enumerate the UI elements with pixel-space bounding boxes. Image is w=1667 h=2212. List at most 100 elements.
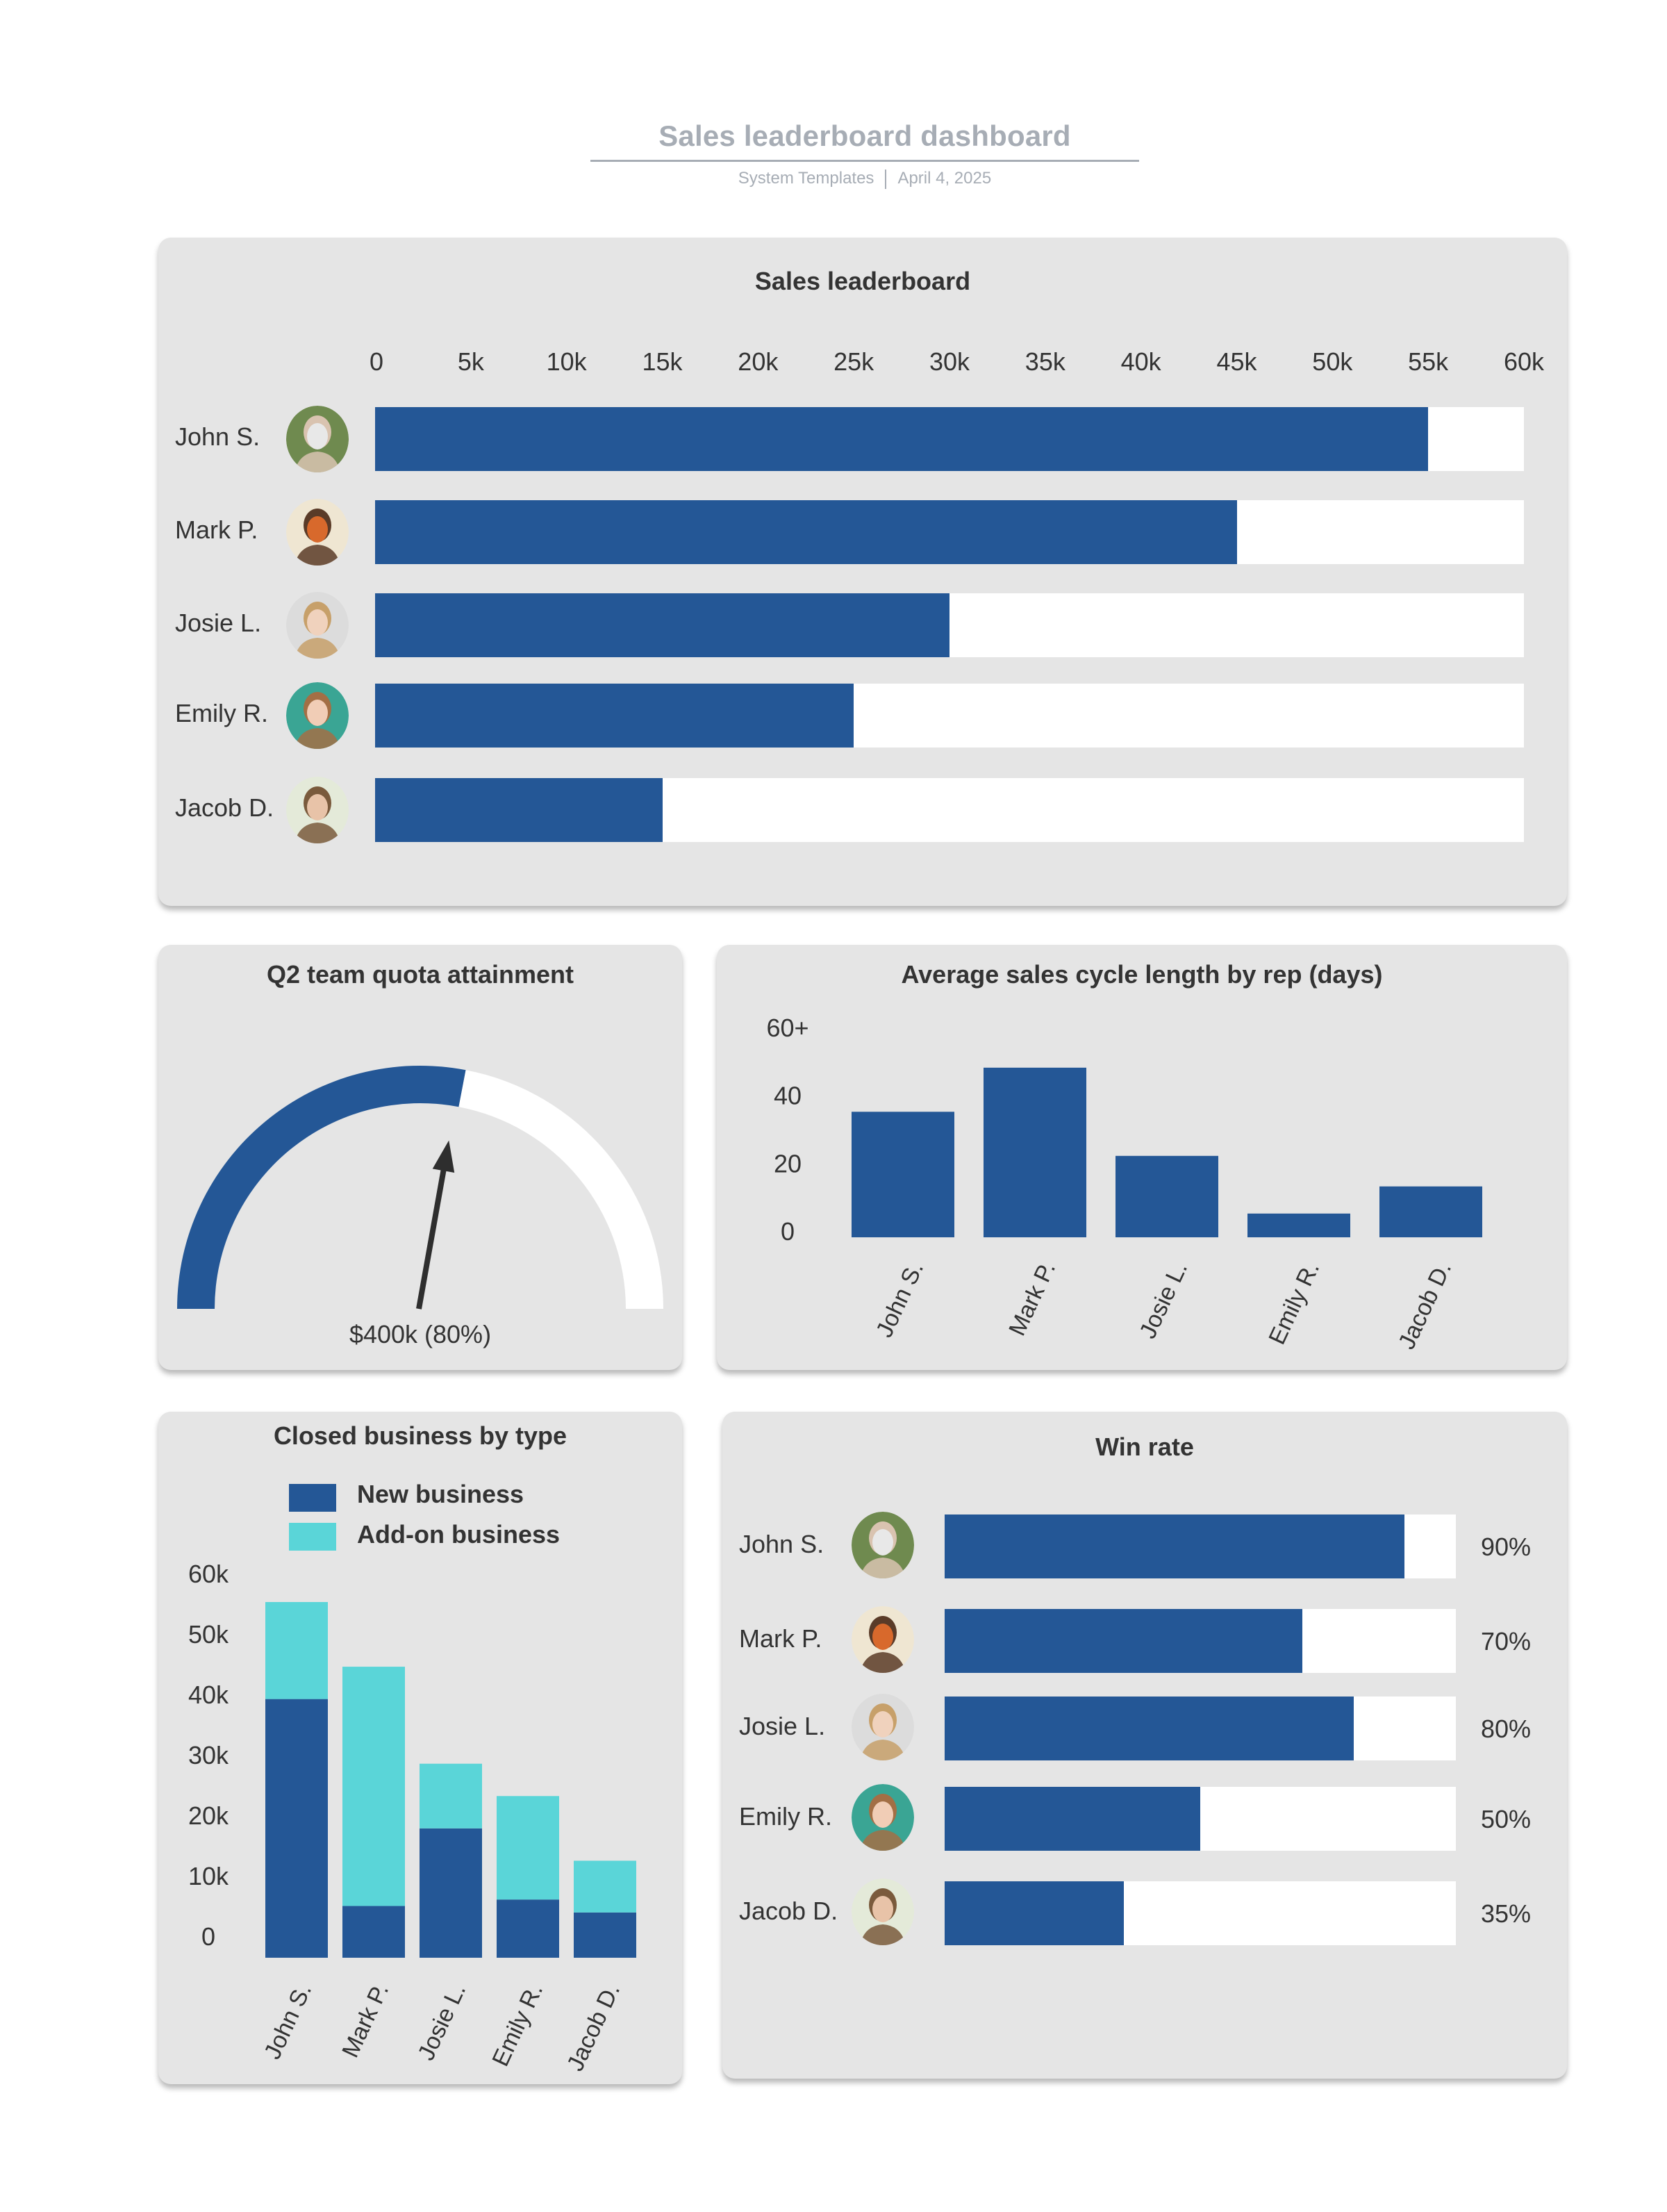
page-subtitle: System Templates April 4, 2025 xyxy=(590,169,1139,189)
gauge-chart xyxy=(177,1066,663,1310)
x-tick-label: 35k xyxy=(1025,347,1065,376)
addon-business-bar xyxy=(420,1763,482,1829)
x-tick-label: 60k xyxy=(1503,347,1545,376)
rep-avatar xyxy=(852,1512,914,1578)
legend-label-new-business: New business xyxy=(357,1480,524,1508)
win-rate-bar xyxy=(945,1697,1354,1760)
sales-leaderboard-panel: Sales leaderboard 0 5k 10k 15k 20k 25k 30k 35k 4… xyxy=(158,238,1567,906)
new-business-bar xyxy=(497,1899,559,1958)
win-rate-bar xyxy=(945,1787,1200,1851)
x-category-label: Emily R. xyxy=(1263,1257,1325,1348)
legend-label-addon-business: Add-on business xyxy=(357,1520,561,1549)
new-business-bar xyxy=(265,1699,328,1958)
x-tick-label: 15k xyxy=(642,347,683,376)
win-rate-value: 90% xyxy=(1481,1533,1532,1561)
rep-avatar xyxy=(286,499,349,566)
rep-avatar xyxy=(852,1879,914,1945)
sales-cycle-panel: Average sales cycle length by rep (days)… xyxy=(717,945,1567,1370)
rep-avatar xyxy=(852,1606,914,1673)
bar-track xyxy=(375,407,1524,471)
win-rate-value: 80% xyxy=(1481,1715,1532,1743)
x-category-label: Josie L. xyxy=(1134,1257,1193,1342)
subtitle-divider xyxy=(885,169,887,189)
win-rate-panel: Win rate John S. 90% Mark P. 70% Josie L. … xyxy=(722,1412,1567,2079)
y-tick-label: 30k xyxy=(188,1741,229,1769)
panel-title: Sales leaderboard xyxy=(754,267,971,295)
x-tick-label: 55k xyxy=(1408,347,1449,376)
rep-name: Mark P. xyxy=(739,1624,822,1653)
y-tick-label: 60+ xyxy=(766,1014,808,1042)
gauge-needle-arrowhead xyxy=(432,1140,455,1173)
title-underline xyxy=(590,160,1139,162)
panel-title: Closed business by type xyxy=(273,1421,567,1450)
rep-avatar xyxy=(286,777,349,843)
closed-business-chart: 0 10k 20k 30k 40k 50k 60k John S. Mark P. Josie L… xyxy=(188,1560,636,2075)
quota-gauge-panel: Q2 team quota attainment $400k (80%) xyxy=(158,945,682,1370)
bar-track xyxy=(945,1787,1456,1851)
legend-swatch-addon-business xyxy=(289,1523,336,1551)
x-category-label: John S. xyxy=(259,1979,317,2063)
win-rate-value: 35% xyxy=(1481,1899,1532,1928)
win-rate-bar xyxy=(945,1514,1405,1578)
legend-swatch-new-business xyxy=(289,1484,336,1512)
rep-name: Emily R. xyxy=(739,1802,832,1831)
x-tick-label: 50k xyxy=(1312,347,1353,376)
rep-name: Jacob D. xyxy=(739,1897,838,1925)
closed-business-panel: Closed business by type New business Add… xyxy=(158,1412,682,2084)
bar-track xyxy=(945,1881,1456,1945)
bar-track xyxy=(375,778,1524,842)
y-tick-label: 20 xyxy=(774,1149,802,1178)
panel-title: Average sales cycle length by rep (days) xyxy=(901,960,1383,989)
bar-track xyxy=(945,1514,1456,1578)
bar-track xyxy=(375,684,1524,748)
rep-name: John S. xyxy=(739,1530,824,1558)
rep-avatar xyxy=(286,682,349,749)
x-tick-label: 45k xyxy=(1216,347,1257,376)
rep-avatar xyxy=(286,592,349,659)
win-rate-bar xyxy=(945,1881,1124,1945)
bar-track xyxy=(945,1697,1456,1760)
y-tick-label: 0 xyxy=(781,1217,795,1246)
rep-name: Josie L. xyxy=(175,609,262,637)
bar-track xyxy=(375,593,1524,657)
rep-avatar xyxy=(286,406,349,472)
date-label: April 4, 2025 xyxy=(897,169,992,188)
cycle-bar xyxy=(852,1112,954,1237)
rep-name: John S. xyxy=(175,422,260,451)
win-rate-value: 70% xyxy=(1481,1627,1532,1656)
y-tick-label: 40 xyxy=(774,1082,802,1110)
x-tick-label: 10k xyxy=(546,347,587,376)
y-tick-label: 20k xyxy=(188,1801,229,1830)
rep-name: Josie L. xyxy=(739,1712,826,1740)
x-tick-label: 25k xyxy=(834,347,874,376)
x-tick-label: 20k xyxy=(738,347,779,376)
x-category-label: Jacob D. xyxy=(1393,1257,1457,1353)
bar-track xyxy=(945,1609,1456,1673)
y-tick-label: 50k xyxy=(188,1620,229,1649)
sales-bar xyxy=(375,407,1429,471)
sales-bar xyxy=(375,593,949,657)
x-category-label: Jacob D. xyxy=(562,1979,625,2075)
addon-business-bar xyxy=(265,1602,328,1699)
win-rate-value: 50% xyxy=(1481,1805,1532,1833)
new-business-bar xyxy=(420,1828,482,1958)
rep-name: Emily R. xyxy=(175,699,268,727)
sales-bar xyxy=(375,778,663,842)
sales-cycle-chart: 0 20 40 60+ John S. Mark P. Josie L. Emily R. Ja… xyxy=(766,1014,1482,1353)
cycle-bar xyxy=(1116,1155,1218,1237)
addon-business-bar xyxy=(574,1860,636,1913)
addon-business-bar xyxy=(497,1796,559,1900)
panel-title: Win rate xyxy=(1095,1433,1194,1461)
sales-bar xyxy=(375,684,854,748)
rep-name: Mark P. xyxy=(175,515,258,544)
cycle-bar xyxy=(1379,1186,1482,1237)
y-tick-label: 0 xyxy=(201,1922,215,1951)
x-tick-label: 40k xyxy=(1120,347,1161,376)
owner-label: System Templates xyxy=(738,169,874,188)
x-category-label: John S. xyxy=(871,1257,929,1342)
bar-track xyxy=(375,500,1524,564)
rep-avatar xyxy=(852,1694,914,1760)
y-tick-label: 60k xyxy=(188,1560,229,1588)
gauge-remaining-arc xyxy=(458,1070,663,1309)
x-category-label: Josie L. xyxy=(413,1979,471,2064)
